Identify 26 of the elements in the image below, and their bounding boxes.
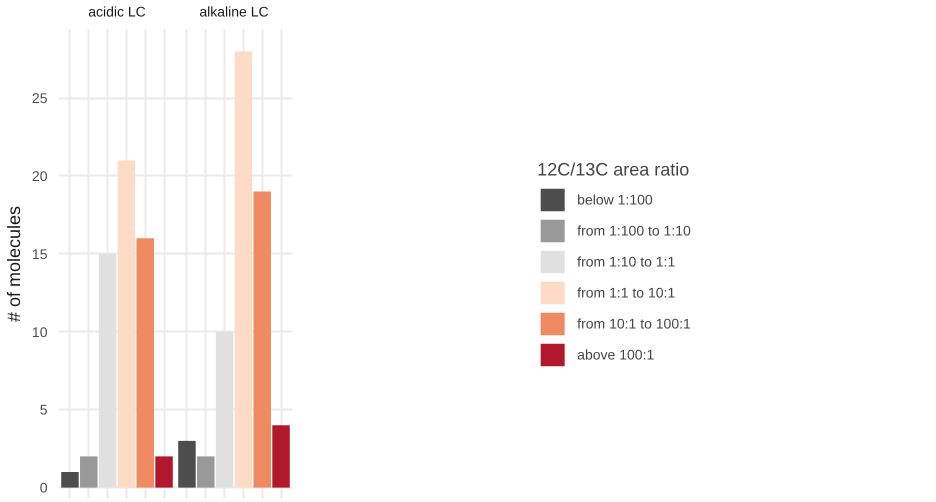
- bar: [136, 238, 154, 488]
- bar: [61, 472, 79, 488]
- y-tick-label: 25: [32, 90, 48, 106]
- bar: [118, 160, 136, 488]
- bar: [80, 456, 98, 488]
- bar: [253, 192, 271, 488]
- y-tick-label: 15: [32, 246, 48, 262]
- legend-title: 12C/13C area ratio: [537, 159, 690, 180]
- legend-label: from 1:1 to 10:1: [577, 284, 676, 300]
- x-tick-label: alkaline LC: [199, 4, 269, 20]
- x-tick-label: acidic LC: [88, 4, 146, 20]
- bar: [178, 440, 196, 488]
- y-tick-label: 5: [40, 402, 48, 418]
- legend-label: from 10:1 to 100:1: [577, 315, 691, 331]
- bar: [155, 456, 173, 488]
- legend-label: from 1:10 to 1:1: [577, 253, 676, 269]
- bar: [272, 425, 290, 488]
- legend-label: above 100:1: [577, 346, 654, 362]
- y-tick-label: 10: [32, 324, 48, 340]
- legend-label: from 1:100 to 1:10: [577, 222, 691, 238]
- bar: [234, 51, 252, 488]
- y-tick-label: 20: [32, 168, 48, 184]
- legend-label: below 1:100: [577, 191, 653, 207]
- y-axis-title: # of molecules: [4, 206, 24, 322]
- bar: [197, 456, 215, 488]
- y-tick-label: 0: [40, 480, 48, 496]
